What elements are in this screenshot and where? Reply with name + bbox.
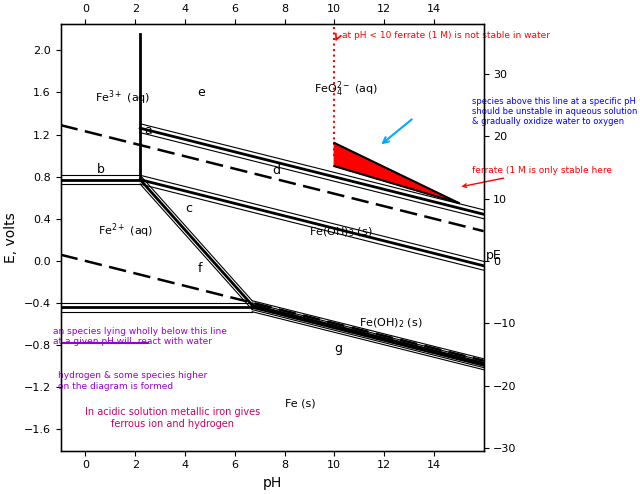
Text: ferrate (1 M is only stable here: ferrate (1 M is only stable here	[463, 166, 612, 187]
Text: Fe(OH)$_3$ (s): Fe(OH)$_3$ (s)	[309, 226, 373, 239]
Text: d: d	[272, 164, 280, 177]
Polygon shape	[334, 143, 459, 203]
Text: hydrogen & some species higher
on the diagram is formed: hydrogen & some species higher on the di…	[58, 371, 207, 391]
Text: a: a	[144, 124, 152, 137]
Text: FeO$_4^{2-}$ (aq): FeO$_4^{2-}$ (aq)	[314, 80, 378, 99]
Text: c: c	[185, 202, 192, 215]
Text: In acidic solution metallic iron gives
ferrous ion and hydrogen: In acidic solution metallic iron gives f…	[85, 407, 260, 429]
Text: species above this line at a specific pH
should be unstable in aqueous solution
: species above this line at a specific pH…	[472, 97, 638, 126]
Text: Fe(OH)$_2$ (s): Fe(OH)$_2$ (s)	[359, 316, 422, 330]
Text: at pH < 10 ferrate (1 M) is not stable in water: at pH < 10 ferrate (1 M) is not stable i…	[342, 31, 550, 40]
Text: Fe$^{2+}$ (aq): Fe$^{2+}$ (aq)	[98, 221, 153, 240]
Text: f: f	[197, 262, 202, 275]
Text: Fe$^{3+}$ (aq): Fe$^{3+}$ (aq)	[95, 88, 151, 107]
Text: an species lying wholly below this line
at a given pH will  react with water: an species lying wholly below this line …	[53, 327, 227, 346]
Text: e: e	[197, 86, 205, 99]
Y-axis label: E, volts: E, volts	[4, 212, 18, 263]
Text: b: b	[97, 163, 104, 176]
Text: g: g	[334, 342, 342, 355]
Text: pE: pE	[486, 249, 502, 262]
X-axis label: pH: pH	[262, 476, 282, 490]
Text: Fe (s): Fe (s)	[285, 398, 315, 408]
